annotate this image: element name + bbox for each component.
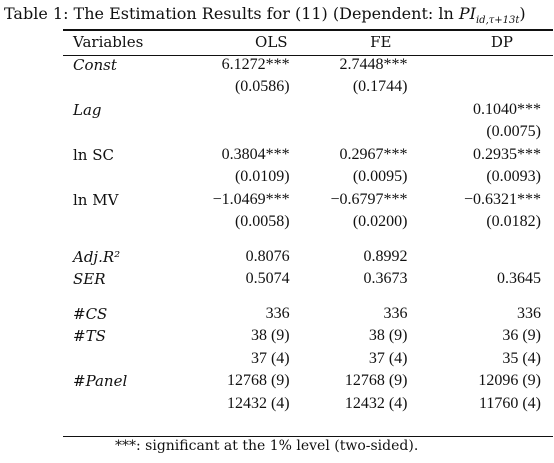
cell-fe: 0.2967*** — [339, 145, 408, 163]
cell-fe — [290, 99, 408, 122]
table-row: #CS 336 336 336 — [63, 303, 553, 326]
table-row: (0.0586) (0.1744) — [63, 76, 553, 99]
cell-fe: 2.7448*** — [339, 55, 408, 73]
header-fe: FE — [370, 33, 392, 51]
spacer-cell — [63, 291, 553, 303]
cell-dp: 11760 (4) — [478, 394, 541, 412]
table-row: #Panel 12768 (9) 12768 (9) 12096 (9) — [63, 370, 553, 393]
cell-fe: −0.6797*** — [330, 190, 408, 208]
cell-ols: 336 — [265, 304, 290, 322]
spacer-row — [63, 291, 553, 303]
cell-dp: 35 (4) — [502, 349, 541, 367]
cell-fe: 38 (9) — [368, 327, 408, 344]
table-row: Const 6.1272*** 2.7448*** — [63, 54, 553, 77]
cell-dp — [408, 246, 554, 269]
row-label: ln MV — [73, 190, 119, 209]
cell-fe: 0.8992 — [363, 247, 408, 265]
cell-fe — [290, 121, 408, 144]
cell-ols: 12768 (9) — [226, 372, 290, 389]
cell-dp: (0.0075) — [486, 123, 541, 140]
table-row: 37 (4) 37 (4) 35 (4) — [63, 348, 553, 371]
cell-ols — [174, 121, 289, 144]
cell-dp: 12096 (9) — [478, 372, 541, 389]
cell-dp: 0.1040*** — [473, 100, 541, 118]
row-label: #CS — [73, 304, 108, 323]
cell-dp: 0.2935*** — [473, 145, 541, 163]
cell-dp: (0.0093) — [486, 168, 541, 185]
row-label — [63, 211, 174, 234]
cell-dp: (0.0182) — [486, 213, 541, 230]
row-label — [63, 348, 174, 371]
cell-ols: 0.5074 — [245, 270, 290, 287]
caption-suffix: ) — [519, 4, 526, 23]
cell-ols: 38 (9) — [250, 327, 290, 344]
cell-dp: 0.3645 — [497, 270, 541, 287]
table-row: Adj.R² 0.8076 0.8992 — [63, 246, 553, 269]
spacer-row — [63, 234, 553, 246]
table-row: #TS 38 (9) 38 (9) 36 (9) — [63, 325, 553, 348]
cell-dp: 36 (9) — [502, 327, 541, 344]
top-rule — [63, 29, 553, 31]
cell-ols: (0.0586) — [234, 78, 290, 95]
cell-fe: (0.0095) — [352, 168, 408, 185]
row-label: Adj.R² — [73, 247, 121, 266]
row-label: SER — [73, 270, 106, 288]
table-row: (0.0058) (0.0200) (0.0182) — [63, 211, 553, 234]
caption-subscript: id,τ+13t — [475, 15, 520, 27]
cell-fe: (0.1744) — [352, 78, 408, 95]
row-label: Lag — [73, 100, 102, 119]
row-label: #TS — [73, 327, 106, 345]
cell-fe: 12768 (9) — [344, 372, 408, 389]
cell-ols: 12432 (4) — [226, 394, 290, 412]
cell-dp — [408, 54, 554, 77]
cell-fe: 37 (4) — [368, 349, 408, 367]
header-variables: Variables — [73, 33, 144, 51]
table-row: 12432 (4) 12432 (4) 11760 (4) — [63, 393, 553, 416]
header-row: Variables OLS FE DP — [63, 31, 553, 54]
cell-fe: (0.0200) — [352, 213, 408, 230]
cell-dp: −0.6321*** — [463, 190, 541, 208]
cell-ols: (0.0058) — [234, 213, 290, 230]
header-ols: OLS — [255, 33, 288, 51]
cell-fe: 336 — [383, 304, 408, 322]
cell-ols: −1.0469*** — [212, 190, 290, 208]
cell-dp — [408, 76, 554, 99]
caption-variable: PI — [458, 4, 476, 23]
table-row: (0.0075) — [63, 121, 553, 144]
cell-ols — [174, 99, 289, 122]
cell-fe: 12432 (4) — [344, 394, 408, 412]
cell-dp: 336 — [517, 304, 541, 322]
cell-ols: 37 (4) — [250, 349, 290, 367]
table-row: ln MV −1.0469*** −0.6797*** −0.6321*** — [63, 189, 553, 212]
table-row: SER 0.5074 0.3673 0.3645 — [63, 268, 553, 291]
footnote: ***: significant at the 1% level (two-si… — [115, 438, 419, 454]
caption-prefix: Table 1: The Estimation Results for (11)… — [4, 4, 459, 23]
results-table: Variables OLS FE DP Const 6.1272*** 2.7448… — [63, 31, 553, 415]
cell-ols: 0.8076 — [245, 247, 290, 265]
row-label — [63, 76, 174, 99]
row-label: ln SC — [73, 145, 114, 164]
table-body: Const 6.1272*** 2.7448*** (0.0586) (0.1744) L… — [63, 54, 553, 416]
table-row: (0.0109) (0.0095) (0.0093) — [63, 166, 553, 189]
spacer-cell — [63, 234, 553, 246]
row-label — [63, 393, 174, 416]
bottom-rule — [63, 436, 553, 437]
row-label — [63, 166, 174, 189]
table-caption: Table 1: The Estimation Results for (11)… — [4, 4, 526, 26]
header-rule — [63, 55, 553, 56]
table-row: ln SC 0.3804*** 0.2967*** 0.2935*** — [63, 144, 553, 167]
table-row: Lag 0.1040*** — [63, 99, 553, 122]
header-dp: DP — [490, 33, 513, 51]
row-label — [63, 121, 174, 144]
cell-fe: 0.3673 — [363, 270, 408, 287]
cell-ols: 0.3804*** — [221, 145, 290, 163]
cell-ols: (0.0109) — [234, 168, 290, 185]
row-label: Const — [73, 55, 117, 74]
row-label: #Panel — [73, 372, 128, 390]
cell-ols: 6.1272*** — [221, 55, 290, 73]
